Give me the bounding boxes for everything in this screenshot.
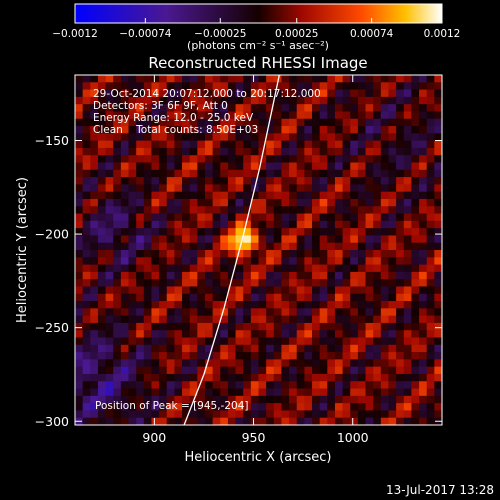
annotation-clean: Clean Total counts: 8.50E+03 (93, 124, 258, 136)
x-tick-label-0: 900 (142, 430, 166, 445)
y-tick-label-3: −300 (35, 414, 69, 429)
chart-title: Reconstructed RHESSI Image (148, 54, 367, 72)
y-axis-label: Heliocentric Y (arcsec) (15, 177, 30, 323)
heatmap-image (75, 75, 442, 425)
colorbar-tick-label-4: 0.00074 (350, 28, 394, 40)
annotation-detectors: Detectors: 3F 6F 9F, Att 0 (93, 100, 228, 112)
colorbar-tick-label-3: 0.00025 (275, 28, 318, 40)
colorbar-ticks: −0.0012 −0.00074 −0.00025 0.00025 0.00074 0.0… (52, 18, 460, 40)
y-tick-label-1: −200 (35, 227, 69, 242)
colorbar-tick-label-0: −0.0012 (52, 28, 98, 40)
annotation-peak: Position of Peak = [945,-204] (95, 400, 249, 412)
annotation-time: 29-Oct-2014 20:07:12.000 to 20:17:12.000 (93, 88, 321, 100)
colorbar-tick-label-2: −0.00025 (194, 28, 246, 40)
x-axis-label: Heliocentric X (arcsec) (185, 450, 332, 465)
annotation-energy: Energy Range: 12.0 - 25.0 keV (93, 112, 254, 124)
solar-limb-curve (183, 75, 280, 425)
y-tick-label-2: −250 (35, 320, 69, 335)
colorbar-unit-label: (photons cm⁻² s⁻¹ asec⁻²) (187, 39, 329, 52)
colorbar (74, 3, 443, 24)
x-tick-label-2: 1000 (337, 430, 369, 445)
x-tick-label-1: 950 (242, 430, 266, 445)
colorbar-tick-label-1: −0.00074 (119, 28, 172, 40)
timestamp: 13-Jul-2017 13:28 (386, 483, 494, 497)
colorbar-tick-label-5: 0.0012 (424, 28, 461, 40)
y-tick-label-0: −150 (35, 133, 69, 148)
plot-frame (74, 74, 443, 426)
info-annotations: 29-Oct-2014 20:07:12.000 to 20:17:12.000… (93, 88, 321, 412)
axis-ticks: 900 950 1000 −150 −200 −250 −300 (35, 75, 442, 445)
